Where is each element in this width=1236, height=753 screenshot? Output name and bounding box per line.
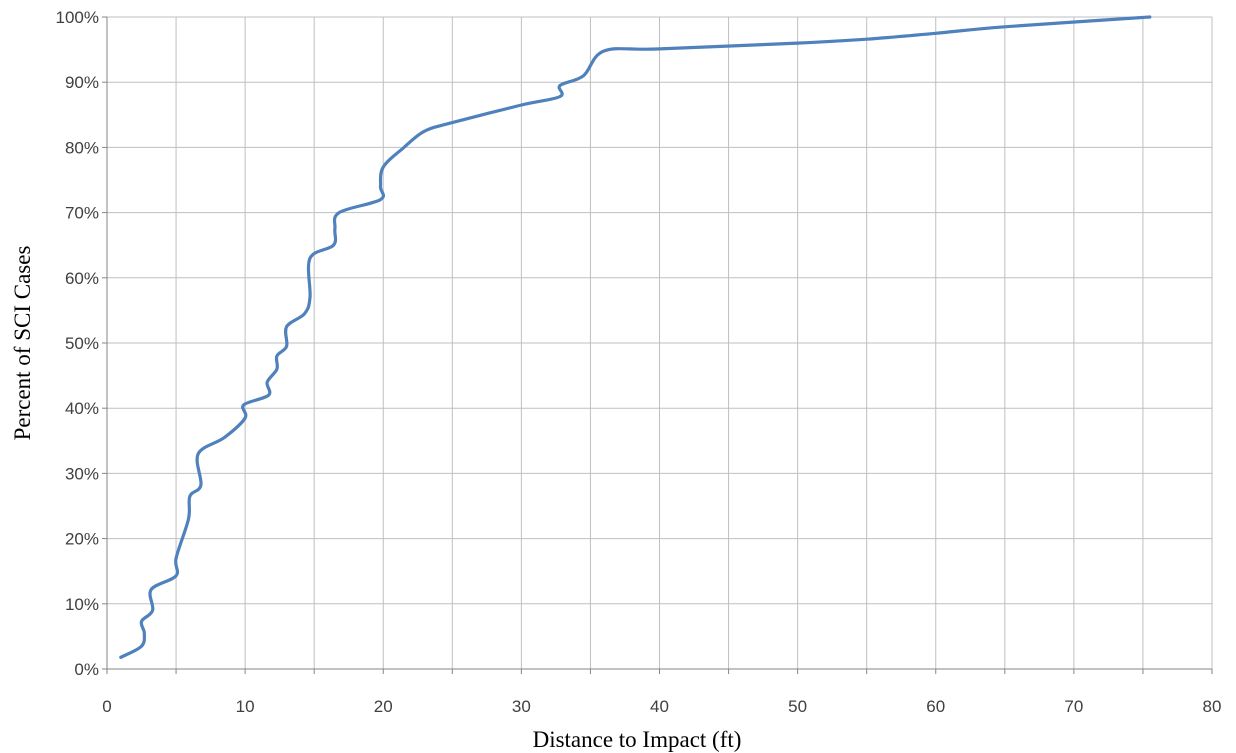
x-tick-label: 60 — [926, 697, 945, 716]
series-layer — [119, 15, 1152, 659]
y-tick-label: 60% — [65, 269, 99, 288]
axes — [102, 16, 1213, 674]
x-axis-title: Distance to Impact (ft) — [533, 727, 742, 752]
y-tick-labels: 0% 10% 20% 30% 40% 50% 60% 70% 80% 90% 100% — [56, 8, 99, 679]
series-line — [119, 15, 1152, 659]
x-tick-label: 20 — [374, 697, 393, 716]
y-tick-label: 20% — [65, 530, 99, 549]
y-axis-title: Percent of SCI Cases — [10, 246, 35, 441]
y-tick-label: 80% — [65, 138, 99, 157]
x-tick-label: 50 — [788, 697, 807, 716]
x-tick-label: 30 — [512, 697, 531, 716]
x-tick-label: 40 — [650, 697, 669, 716]
y-tick-label: 30% — [65, 464, 99, 483]
y-tick-label: 100% — [56, 8, 99, 27]
y-tick-label: 40% — [65, 399, 99, 418]
y-tick-label: 70% — [65, 204, 99, 223]
x-tick-label: 70 — [1064, 697, 1083, 716]
x-tick-label: 10 — [236, 697, 255, 716]
x-tick-label: 0 — [102, 697, 111, 716]
y-tick-label: 0% — [74, 660, 99, 679]
y-tick-label: 10% — [65, 595, 99, 614]
y-tick-label: 50% — [65, 334, 99, 353]
y-tick-label: 90% — [65, 73, 99, 92]
x-tick-labels: 0 10 20 30 40 50 60 70 80 — [102, 697, 1221, 716]
gridlines — [106, 16, 1213, 670]
x-tick-label: 80 — [1203, 697, 1222, 716]
